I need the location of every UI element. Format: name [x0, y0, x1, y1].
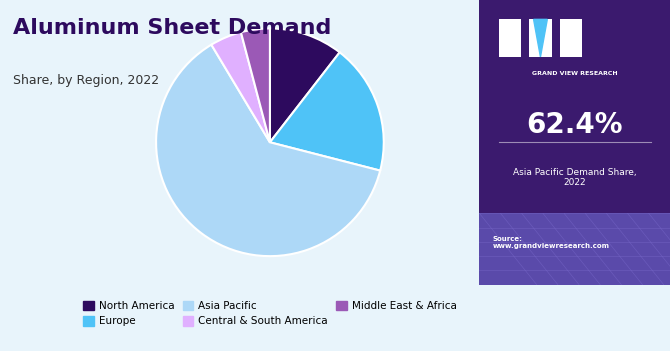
FancyBboxPatch shape [529, 19, 552, 57]
FancyBboxPatch shape [480, 213, 670, 285]
FancyBboxPatch shape [559, 19, 582, 57]
Wedge shape [156, 45, 380, 256]
Wedge shape [270, 28, 340, 142]
Legend: North America, Europe, Asia Pacific, Central & South America, Middle East & Afri: North America, Europe, Asia Pacific, Cen… [79, 297, 461, 331]
Wedge shape [211, 32, 270, 142]
Text: Source:
www.grandviewresearch.com: Source: www.grandviewresearch.com [493, 236, 610, 249]
Text: GRAND VIEW RESEARCH: GRAND VIEW RESEARCH [532, 71, 618, 76]
Text: Aluminum Sheet Demand: Aluminum Sheet Demand [13, 18, 332, 38]
Text: Asia Pacific Demand Share,
2022: Asia Pacific Demand Share, 2022 [513, 168, 636, 187]
Text: Share, by Region, 2022: Share, by Region, 2022 [13, 74, 159, 87]
Wedge shape [270, 52, 384, 171]
Wedge shape [241, 28, 270, 142]
Polygon shape [533, 19, 547, 57]
FancyBboxPatch shape [498, 19, 521, 57]
Text: 62.4%: 62.4% [527, 111, 623, 139]
FancyBboxPatch shape [480, 0, 670, 213]
